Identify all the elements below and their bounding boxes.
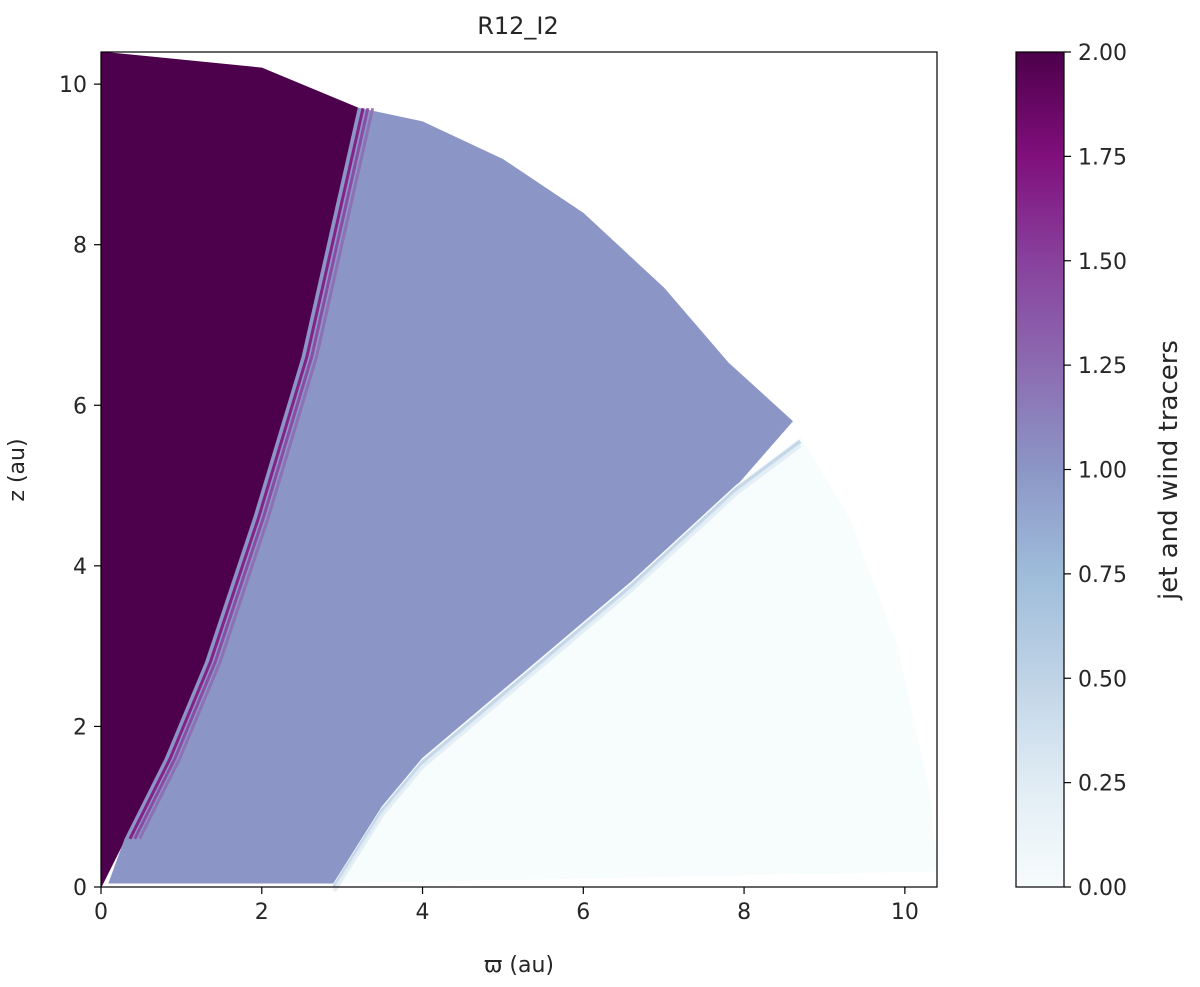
y-tick-label: 6 xyxy=(73,394,87,419)
colorbar-tick-label: 0.75 xyxy=(1078,563,1127,588)
tracer-region-0 xyxy=(333,436,938,884)
y-tick-label: 0 xyxy=(73,876,87,901)
disc-edge-band xyxy=(332,439,802,889)
transition-bands xyxy=(128,107,802,893)
colorbar-tick-label: 0.25 xyxy=(1078,772,1127,797)
x-axis-label: ϖ (au) xyxy=(484,953,554,978)
y-axis-ticks: 0 2 4 6 8 10 xyxy=(59,73,101,901)
jet-edge-band xyxy=(138,107,375,840)
jet-edge-band xyxy=(128,107,365,840)
colorbar-label: jet and wind tracers xyxy=(1154,340,1184,601)
colorbar-tick-label: 1.25 xyxy=(1078,354,1127,379)
x-tick-label: 10 xyxy=(891,900,919,925)
colorbar-tick-label: 0.00 xyxy=(1078,876,1127,901)
colorbar-tick-label: 2.00 xyxy=(1078,41,1127,66)
y-tick-label: 4 xyxy=(73,555,87,580)
colorbar: 0.00 0.25 0.50 0.75 1.00 1.25 1.50 1.75 2.00 jet… xyxy=(1015,41,1184,901)
colorbar-gradient xyxy=(1016,52,1064,887)
x-tick-label: 4 xyxy=(416,900,430,925)
disc-edge-band xyxy=(332,443,802,893)
x-tick-label: 0 xyxy=(94,900,108,925)
y-tick-label: 2 xyxy=(73,715,87,740)
x-tick-label: 8 xyxy=(737,900,751,925)
colorbar-tick-label: 1.75 xyxy=(1078,145,1127,170)
plot-frame xyxy=(100,51,938,888)
plot-area: 0 2 4 6 8 10 0 2 4 6 8 10 xyxy=(59,51,938,925)
y-axis-label: z (au) xyxy=(5,438,30,501)
colorbar-tick-label: 1.50 xyxy=(1078,250,1127,275)
colorbar-tick-label: 0.50 xyxy=(1078,667,1127,692)
y-tick-label: 10 xyxy=(59,73,87,98)
x-axis-ticks: 0 2 4 6 8 10 xyxy=(94,887,919,925)
jet-edge-band xyxy=(133,107,370,840)
x-tick-label: 2 xyxy=(255,900,269,925)
y-tick-label: 8 xyxy=(73,234,87,259)
chart-title: R12_I2 xyxy=(477,12,559,40)
x-tick-label: 6 xyxy=(576,900,590,925)
colorbar-ticks: 0.00 0.25 0.50 0.75 1.00 1.25 1.50 1.75 2.00 xyxy=(1064,41,1127,901)
colorbar-tick-label: 1.00 xyxy=(1078,459,1127,484)
tracer-regions xyxy=(100,51,938,893)
